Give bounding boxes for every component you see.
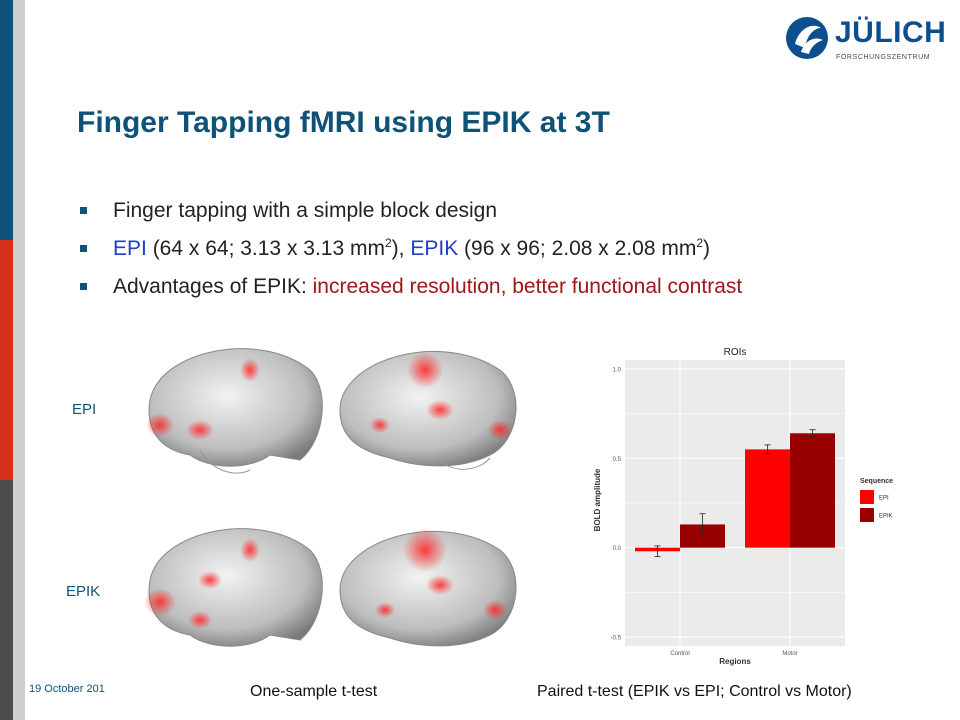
advantages-lead: Advantages of EPIK:: [113, 275, 313, 298]
caption-paired: Paired t-test (EPIK vs EPI; Control vs M…: [537, 683, 852, 700]
y-tick-label: 0.0: [613, 546, 622, 552]
y-tick-label: 1.0: [613, 367, 622, 373]
legend-swatch-epi: [860, 490, 874, 504]
bullet-list: Finger tapping with a simple block desig…: [78, 199, 742, 313]
legend-label: EPIK: [879, 514, 893, 520]
legend-swatch-epik: [860, 508, 874, 522]
sidebar-gray-segment: [0, 480, 13, 720]
epi-superscript: 2: [384, 236, 392, 250]
brain-epi-right: [339, 350, 517, 470]
sidebar-blue-segment: [0, 0, 13, 240]
legend-label: EPI: [879, 496, 889, 502]
x-axis-ticks: Control Motor: [670, 651, 797, 657]
brain-epik-right: [339, 528, 517, 647]
bullet-separator: ),: [391, 237, 411, 260]
y-axis-ticks: -0.5 0.0 0.5 1.0: [611, 367, 622, 641]
chart-legend: Sequence EPI EPIK: [860, 478, 893, 522]
bullet-square-icon: [80, 207, 87, 214]
footer-date: 19 October 201: [29, 683, 105, 695]
y-tick-label: -0.5: [611, 636, 622, 642]
bullet-item: Finger tapping with a simple block desig…: [78, 199, 742, 237]
julich-emblem-icon: [786, 17, 828, 59]
logo-wordmark: JÜLICH: [835, 16, 947, 49]
brain-epi-left: [146, 348, 323, 474]
julich-logo: JÜLICH FORSCHUNGSZENTRUM: [785, 14, 947, 66]
epi-spec: (64 x 64; 3.13 x 3.13 mm: [146, 237, 385, 260]
bullet-end: ): [703, 237, 711, 260]
brain-epik-left: [144, 528, 323, 647]
bullet-item: EPI (64 x 64; 3.13 x 3.13 mm2), EPIK (96…: [78, 237, 742, 275]
bar-epik-motor: [790, 433, 835, 548]
logo-subtitle: FORSCHUNGSZENTRUM: [836, 54, 931, 61]
row-label-epi: EPI: [72, 401, 97, 418]
caption-one-sample: One-sample t-test: [250, 683, 378, 700]
epik-superscript: 2: [696, 236, 704, 250]
x-tick-label: Motor: [782, 651, 797, 657]
bullet-text: Finger tapping with a simple block desig…: [113, 199, 498, 222]
left-sidebar: [0, 0, 25, 720]
advantages-highlight: increased resolution, better functional …: [312, 275, 743, 298]
rois-bar-chart: ROIs -0.50.00.51.0 Control Motor Regions …: [593, 347, 893, 666]
sidebar-red-segment: [0, 240, 13, 480]
epik-spec: (96 x 96; 2.08 x 2.08 mm: [458, 237, 697, 260]
chart-bars: [635, 429, 835, 558]
legend-title: Sequence: [860, 478, 893, 485]
bar-epik-control: [680, 524, 725, 548]
brain-activation-images: [144, 348, 517, 647]
y-tick-label: 0.5: [613, 457, 622, 463]
chart-title: ROIs: [724, 347, 747, 358]
bullet-item: Advantages of EPIK: increased resolution…: [78, 275, 742, 313]
epi-term: EPI: [113, 237, 147, 260]
epik-term: EPIK: [410, 237, 459, 260]
y-axis-label: BOLD amplitude: [593, 468, 602, 531]
bullet-square-icon: [80, 245, 87, 252]
x-axis-label: Regions: [719, 657, 751, 666]
bar-epi-motor: [745, 449, 790, 548]
bullet-square-icon: [80, 283, 87, 290]
row-label-epik: EPIK: [66, 583, 101, 600]
slide-title: Finger Tapping fMRI using EPIK at 3T: [77, 106, 610, 139]
x-tick-label: Control: [670, 651, 689, 657]
